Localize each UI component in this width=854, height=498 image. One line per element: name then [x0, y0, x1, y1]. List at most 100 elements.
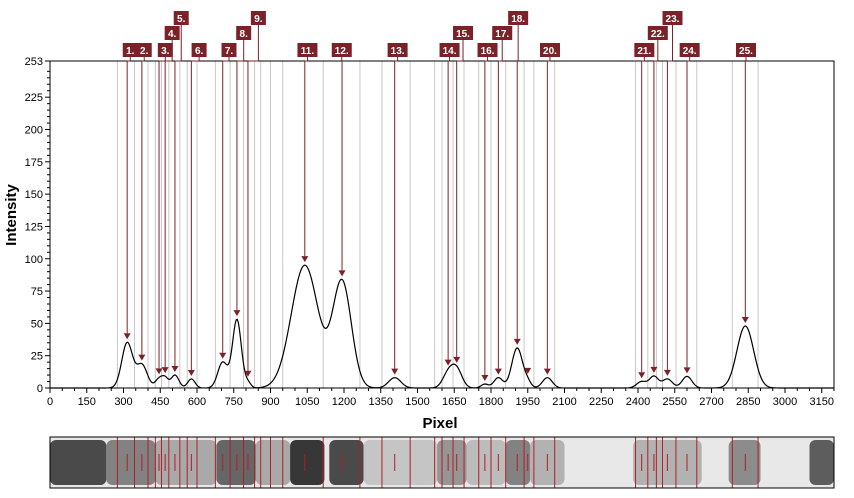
peak-markers: [123, 256, 749, 382]
peak-label-box: [387, 43, 408, 57]
gel-band-region: [466, 440, 506, 485]
peak-label-box: [221, 43, 237, 57]
peak-label: 14.: [443, 46, 457, 57]
peak-label-box: [191, 43, 207, 57]
peak-marker: [123, 333, 131, 340]
peak-marker: [155, 368, 163, 375]
peak-marker: [233, 310, 241, 317]
x-tick-label: 2700: [699, 396, 723, 408]
peak-label: 11.: [301, 46, 315, 57]
peak-label-box: [136, 43, 152, 57]
peak-label: 9.: [254, 14, 263, 25]
peak-label: 17.: [495, 29, 509, 40]
x-tick-label: 1050: [295, 396, 319, 408]
y-axis: 0 25 50 75 100 125 150 175 200 225 253: [25, 56, 50, 395]
peak-label: 18.: [511, 14, 525, 25]
peak-marker: [524, 367, 532, 374]
y-tick-label: 75: [31, 286, 43, 298]
gel-band-region: [728, 440, 761, 485]
peak-label-box: [173, 11, 189, 25]
peak-label: 6.: [195, 46, 204, 57]
peak-label-box: [679, 43, 700, 57]
x-tick-label: 600: [188, 396, 206, 408]
peak-label-box: [157, 43, 173, 57]
y-tick-label: 150: [25, 189, 43, 201]
peak-marker: [741, 316, 749, 323]
peak-marker: [171, 365, 179, 372]
x-tick-label: 0: [47, 396, 53, 408]
peak-label: 16.: [481, 46, 495, 57]
peak-marker: [663, 369, 671, 376]
y-tick-label: 200: [25, 125, 43, 137]
x-tick-label: 1350: [369, 396, 393, 408]
peak-label: 22.: [651, 29, 665, 40]
gel-band-region: [505, 440, 531, 485]
x-axis: 0 150 300 450 600 750 900 1050 1200 1350 1500 1650 1…: [47, 388, 835, 408]
peak-marker: [453, 356, 461, 363]
gel-lane-frame: [49, 436, 835, 489]
y-tick-label: 175: [25, 157, 43, 169]
peak-marker: [481, 375, 489, 382]
peak-label: 21.: [637, 46, 651, 57]
peak-marker: [338, 270, 346, 277]
x-tick-label: 1500: [405, 396, 429, 408]
peak-label-box: [477, 43, 498, 57]
peak-label-box: [647, 26, 668, 40]
peak-marker: [638, 372, 646, 379]
x-tick-label: 900: [261, 396, 279, 408]
peak-marker: [301, 256, 309, 263]
peak-marker: [391, 368, 399, 375]
peak-label: 23.: [666, 14, 680, 25]
x-tick-label: 1650: [442, 396, 466, 408]
peak-label: 7.: [225, 46, 234, 57]
x-tick-label: 2550: [663, 396, 687, 408]
peak-label: 13.: [391, 46, 405, 57]
peak-marker: [683, 367, 691, 374]
y-tick-label: 25: [31, 351, 43, 363]
peak-marker: [444, 359, 452, 366]
peak-label-box: [236, 26, 252, 40]
peak-label: 2.: [140, 46, 149, 57]
gel-lane-image: [49, 436, 835, 489]
peak-label-box: [250, 11, 266, 25]
gel-band-region: [809, 440, 834, 485]
x-tick-label: 150: [78, 396, 96, 408]
peak-label: 25.: [739, 46, 753, 57]
gel-band-region: [50, 440, 107, 485]
x-tick-label: 300: [114, 396, 132, 408]
peak-marker: [494, 368, 502, 375]
gel-band-region: [216, 440, 256, 485]
peak-label-box: [736, 43, 756, 57]
peak-label: 12.: [335, 46, 349, 57]
peak-labels: 1. 2. 3. 4.5. 6. 7. 8. 9. 11. 12. 13. 14. 15. 16.17.1…: [122, 11, 756, 376]
y-tick-label: 50: [31, 318, 43, 330]
x-tick-label: 2850: [736, 396, 760, 408]
gel-band-region: [290, 440, 325, 485]
gel-band-region: [255, 440, 291, 485]
peak-label-box: [662, 11, 683, 25]
x-tick-label: 2250: [589, 396, 613, 408]
peak-label: 24.: [683, 46, 697, 57]
peak-label-box: [492, 26, 513, 40]
x-tick-label: 3150: [810, 396, 834, 408]
x-tick-label: 1950: [516, 396, 540, 408]
gel-band-region: [363, 440, 438, 485]
peak-label-box: [540, 43, 560, 57]
peak-marker: [650, 366, 658, 373]
peak-label: 3.: [161, 46, 170, 57]
x-tick-label: 1800: [479, 396, 503, 408]
peak-label-box: [453, 26, 474, 40]
peak-label-box: [508, 11, 529, 25]
x-tick-label: 3000: [773, 396, 797, 408]
peak-marker: [543, 368, 551, 375]
peak-label: 8.: [240, 29, 249, 40]
y-axis-title: Intensity: [3, 184, 20, 246]
x-axis-title: Pixel: [422, 415, 457, 432]
peak-label: 4.: [168, 29, 177, 40]
peak-label-box: [164, 26, 180, 40]
peak-marker: [513, 338, 521, 345]
peak-marker: [138, 354, 146, 361]
x-tick-label: 2100: [552, 396, 576, 408]
gel-band-region: [155, 440, 217, 485]
